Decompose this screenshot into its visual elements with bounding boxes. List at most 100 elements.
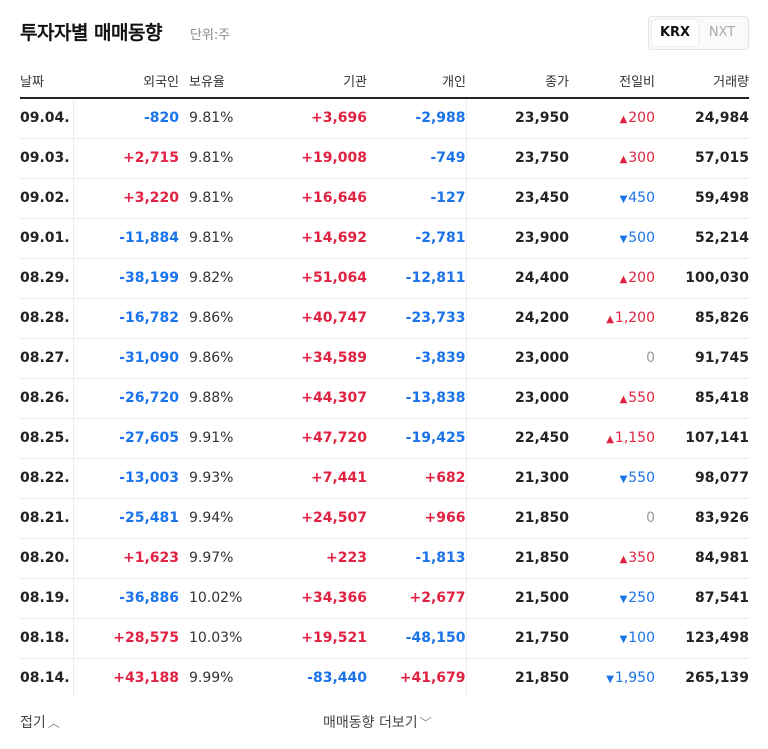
cell-ratio: 9.81% [179, 98, 261, 139]
more-trading-button[interactable]: 매매동향 더보기 ﹀ [323, 712, 432, 732]
cell-date: 08.21. [20, 498, 73, 539]
cell-volume: 85,418 [655, 378, 749, 419]
cell-date: 08.14. [20, 670, 70, 687]
cell-ratio: 9.93% [179, 458, 261, 499]
triangle-up-icon: ▲ [619, 114, 628, 126]
table-row: 09.03. +2,715 9.81% +19,008 -749 23,750 ▲300 57… [20, 138, 749, 179]
cell-foreign: -25,481 [72, 498, 179, 539]
col-date: 날짜 [20, 64, 73, 99]
cell-close: 21,850 [465, 498, 569, 539]
cell-volume: 123,498 [655, 618, 749, 659]
change-value: 0 [646, 350, 655, 366]
cell-institution: -83,440 [307, 670, 367, 687]
cell-institution: +14,692 [261, 218, 367, 259]
cell-close: 21,300 [465, 458, 569, 499]
cell-ratio: 10.03% [179, 618, 261, 659]
cell-foreign: -36,886 [72, 578, 179, 619]
cell-foreign: +43,188 [72, 658, 179, 698]
cell-date: 08.20. [20, 538, 73, 579]
cell-individual: -127 [367, 178, 466, 219]
triangle-down-icon: ▼ [606, 674, 614, 686]
cell-institution: +19,521 [261, 618, 367, 659]
table-row: 09.01. -11,884 9.81% +14,692 -2,781 23,900 ▼50… [20, 218, 749, 259]
cell-date: 09.03. [20, 138, 73, 179]
table-row: 08.29. -38,199 9.82% +51,064 -12,811 24,400 ▲2… [20, 258, 749, 299]
cell-individual: -1,813 [367, 538, 466, 579]
table-header-row: 날짜 외국인 보유율 기관 개인 종가 전일비 거래량 [20, 64, 749, 99]
fold-button[interactable]: 접기 ︿ [20, 712, 60, 732]
cell-institution: +7,441 [261, 458, 367, 499]
cell-foreign: -38,199 [72, 258, 179, 299]
cell-individual: +966 [367, 498, 466, 539]
cell-close: 23,000 [465, 378, 569, 419]
cell-date: 08.19. [20, 578, 73, 619]
cell-close: 23,950 [465, 98, 569, 139]
change-value: 550 [628, 470, 655, 486]
cell-change: ▼550 [569, 458, 655, 499]
triangle-up-icon: ▲ [606, 314, 614, 325]
trading-table: 날짜 외국인 보유율 기관 개인 종가 전일비 거래량 09.04. -820 9.… [20, 64, 749, 698]
cell-change: 0 [569, 338, 655, 379]
cell-change: ▲1,150 [569, 418, 655, 459]
cell-close: 23,750 [465, 138, 569, 179]
triangle-up-icon: ▲ [619, 394, 628, 405]
change-value: 100 [628, 630, 655, 646]
cell-ratio: 9.82% [179, 258, 261, 299]
table-row: 08.20. +1,623 9.97% +223 -1,813 21,850 ▲350 84,… [20, 538, 749, 579]
cell-change: ▼100 [569, 618, 655, 659]
table-row: 08.26. -26,720 9.88% +44,307 -13,838 23,000 ▲5… [20, 378, 749, 419]
cell-foreign: +1,623 [72, 538, 179, 579]
col-individual: 개인 [367, 64, 466, 99]
change-value: 300 [628, 150, 655, 166]
cell-foreign: +2,715 [72, 138, 179, 179]
cell-foreign: -13,003 [72, 458, 179, 499]
cell-foreign: -11,884 [72, 218, 179, 259]
triangle-down-icon: ▼ [619, 234, 628, 245]
cell-change: 0 [569, 498, 655, 539]
cell-institution: +19,008 [261, 138, 367, 179]
cell-change: ▲200 [569, 258, 655, 299]
cell-ratio: 9.94% [179, 498, 261, 539]
cell-change: ▲200 [569, 98, 655, 139]
cell-close: 23,450 [465, 178, 569, 219]
triangle-down-icon: ▼ [619, 474, 628, 485]
cell-individual: +2,677 [367, 578, 466, 619]
cell-individual: -2,781 [367, 218, 466, 259]
cell-ratio: 9.81% [179, 138, 261, 179]
tab-krx[interactable]: KRX [652, 20, 698, 46]
change-value: 1,950 [614, 670, 655, 687]
cell-volume: 83,926 [655, 498, 749, 539]
cell-date: 09.01. [20, 218, 73, 259]
tab-nxt[interactable]: NXT [708, 25, 736, 40]
cell-close: 23,000 [465, 338, 569, 379]
table-row: 08.21. -25,481 9.94% +24,507 +966 21,850 0 83,9… [20, 498, 749, 539]
cell-close: 21,750 [465, 618, 569, 659]
cell-volume: 57,015 [655, 138, 749, 179]
cell-individual: -19,425 [367, 418, 466, 459]
cell-date: 09.02. [20, 178, 73, 219]
cell-institution: +34,366 [261, 578, 367, 619]
cell-change: ▼1,950 [569, 658, 655, 698]
cell-individual: -48,150 [367, 618, 466, 659]
cell-institution: +24,507 [261, 498, 367, 539]
cell-ratio: 9.86% [179, 338, 261, 379]
cell-change: ▲1,200 [569, 298, 655, 339]
cell-volume: 85,826 [655, 298, 749, 339]
triangle-up-icon: ▲ [619, 274, 628, 285]
change-value: 350 [628, 550, 655, 566]
change-value: 0 [646, 510, 655, 526]
cell-ratio: 9.99% [189, 670, 234, 687]
panel-footer: 접기 ︿ 매매동향 더보기 ﹀ [20, 712, 749, 734]
triangle-down-icon: ▼ [619, 634, 628, 645]
cell-volume: 100,030 [655, 258, 749, 299]
cell-volume: 107,141 [655, 418, 749, 459]
col-ratio: 보유율 [179, 64, 261, 99]
table-row: 08.19. -36,886 10.02% +34,366 +2,677 21,500 ▼2… [20, 578, 749, 619]
change-value: 200 [628, 270, 655, 286]
col-change: 전일비 [569, 64, 655, 99]
cell-institution: +51,064 [261, 258, 367, 299]
cell-volume: 59,498 [655, 178, 749, 219]
table-row: 08.22. -13,003 9.93% +7,441 +682 21,300 ▼550 98… [20, 458, 749, 499]
triangle-down-icon: ▼ [619, 594, 628, 605]
cell-change: ▲300 [569, 138, 655, 179]
